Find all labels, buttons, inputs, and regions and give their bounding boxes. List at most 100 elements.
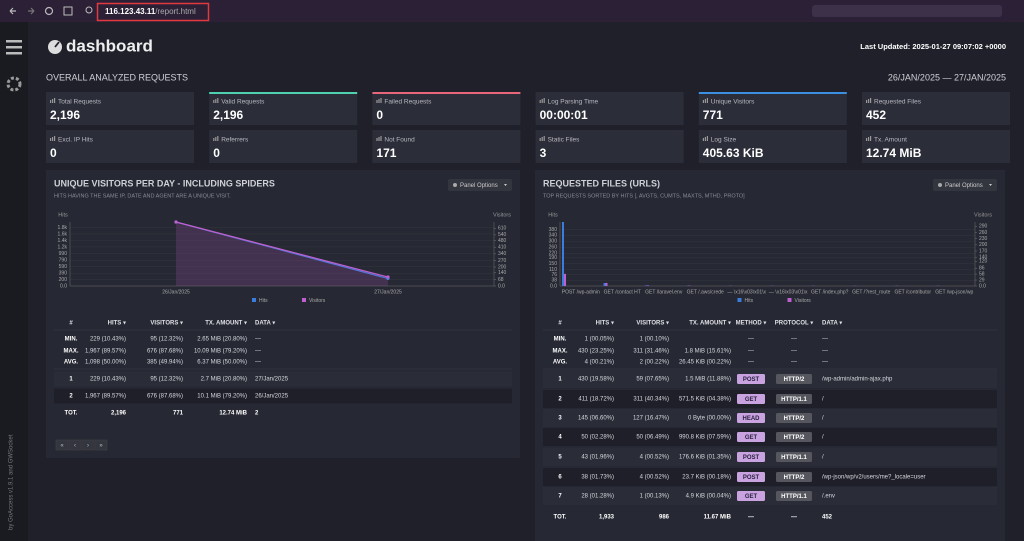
column-header[interactable]: VISITORS ▾	[150, 321, 183, 327]
sidebar	[0, 22, 28, 541]
panel-options-button[interactable]	[933, 179, 997, 191]
badge	[737, 374, 765, 384]
table-cell: /wp-admin/admin-ajax.php	[822, 377, 893, 383]
table-cell: —	[791, 337, 797, 343]
badge	[776, 432, 812, 442]
tabs-icon[interactable]	[63, 6, 73, 16]
table-cell: 1,098 (50.00%)	[85, 360, 126, 366]
stat-card	[209, 130, 358, 163]
card-icon	[217, 98, 219, 103]
search-icon	[85, 6, 93, 14]
column-header[interactable]: METHOD ▾	[736, 321, 767, 327]
page-button[interactable]	[81, 439, 95, 451]
x-tick-label: GET /wp-json/wp	[935, 289, 973, 295]
column-header[interactable]: TX. AMOUNT ▾	[205, 321, 247, 327]
column-header[interactable]: #	[69, 321, 73, 327]
table-cell: /	[822, 397, 824, 403]
page-button[interactable]	[94, 439, 108, 451]
stat-card	[46, 130, 194, 163]
legend-label: Hits	[745, 298, 754, 304]
legend-label: Visitors	[309, 298, 326, 304]
card-icon	[213, 100, 215, 103]
column-header[interactable]: HITS ▾	[108, 321, 126, 327]
column-header[interactable]: VISITORS ▾	[636, 321, 669, 327]
y-tick-label: 220	[549, 251, 558, 257]
card-value: 2,196	[50, 108, 80, 122]
column-header[interactable]: DATA ▾	[822, 321, 842, 327]
table-cell: MIN.	[554, 337, 567, 343]
table-cell: TOT.	[554, 515, 567, 521]
panel-options-button[interactable]	[448, 179, 512, 191]
table-cell: —	[748, 337, 754, 343]
settings-icon[interactable]	[6, 76, 22, 92]
badge-label: HTTP/2	[784, 475, 805, 481]
column-header[interactable]: DATA ▾	[255, 321, 275, 327]
card-icon	[706, 98, 708, 103]
url[interactable]: 116.123.43.11/report.html	[105, 7, 196, 16]
legend-swatch	[302, 298, 306, 302]
table-cell: —	[748, 349, 754, 355]
card-accent	[698, 92, 847, 94]
y-tick-label: 1.6k	[58, 231, 68, 237]
card-label: Excl. IP Hits	[58, 137, 94, 144]
menu-icon[interactable]	[6, 52, 22, 55]
bar	[605, 282, 608, 286]
forward-icon[interactable]	[28, 7, 35, 15]
table-cell: 4 (00.52%)	[640, 475, 669, 481]
y-tick-label: 38	[551, 278, 557, 284]
url-path: /report.html	[155, 7, 196, 16]
table-cell: —	[255, 360, 261, 366]
table-cell: —	[822, 360, 828, 366]
x-tick-label: GET /index.php?	[811, 289, 849, 295]
column-header[interactable]: HITS ▾	[596, 321, 614, 327]
panel-title: REQUESTED FILES (URLS)	[543, 178, 660, 188]
bar	[603, 283, 606, 286]
column-header[interactable]: PROTOCOL ▾	[775, 321, 813, 327]
y-tick-label: 340	[549, 233, 558, 239]
panel-title: UNIQUE VISITORS PER DAY - INCLUDING SPID…	[54, 178, 275, 188]
y-tick-label: 1.4k	[58, 238, 68, 244]
menu-icon[interactable]	[6, 46, 22, 49]
stat-card	[862, 92, 1010, 125]
y2-tick-label: 140	[979, 255, 988, 261]
x-tick-label: GET /.aws/crede	[687, 289, 724, 295]
back-icon[interactable]	[9, 7, 16, 15]
bar	[562, 222, 564, 286]
stat-card	[862, 130, 1010, 163]
table-cell: 1,967 (89.57%)	[85, 394, 126, 400]
table-cell: /	[822, 435, 824, 441]
gear-icon	[938, 183, 942, 187]
panel-options: Panel Options	[945, 183, 983, 189]
card-value: 171	[376, 146, 396, 160]
badge	[776, 394, 812, 404]
x-tick-label: GET /contributor	[894, 289, 931, 295]
card-value: 771	[703, 108, 723, 122]
reload-icon[interactable]	[44, 6, 54, 16]
table-cell: 676 (87.68%)	[147, 349, 183, 355]
y-tick-label: 0.0	[60, 283, 67, 289]
stat-card	[698, 130, 847, 163]
y-tick-label: 0.0	[550, 283, 557, 289]
column-header[interactable]: #	[558, 321, 562, 327]
table-cell: 430 (19.58%)	[578, 377, 614, 383]
card-icon	[541, 99, 543, 103]
caret	[989, 184, 992, 186]
table-row	[54, 371, 512, 387]
y2-tick-label: 410	[498, 245, 507, 251]
table-cell: 676 (87.68%)	[147, 394, 183, 400]
menu-icon[interactable]	[6, 40, 22, 43]
page-button[interactable]	[68, 439, 82, 451]
table-cell: 145 (06.60%)	[578, 416, 614, 422]
logo: dashboard	[66, 36, 153, 55]
stat-card	[372, 92, 521, 125]
card-label: Log Parsing Time	[548, 99, 599, 106]
y2-tick-label: 290	[979, 224, 988, 230]
column-header[interactable]: TX. AMOUNT ▾	[689, 321, 731, 327]
bar	[645, 285, 647, 286]
bar	[564, 273, 566, 286]
card-icon	[215, 99, 217, 103]
card-label: Static Files	[548, 137, 581, 144]
page-button-label: »	[99, 443, 103, 449]
page-button[interactable]	[55, 439, 69, 451]
panel-options: Panel Options	[460, 183, 498, 189]
